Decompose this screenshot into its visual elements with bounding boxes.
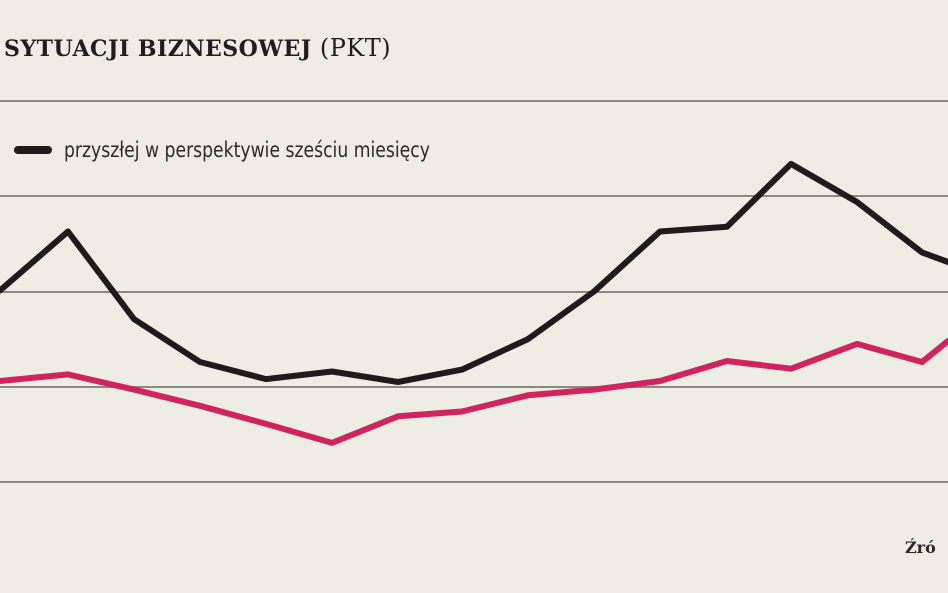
legend-swatch-future: [14, 146, 52, 154]
legend: przyszłej w perspektywie sześciu miesięc…: [14, 138, 510, 162]
chart-title-main: SYTUACJI BIZNESOWEJ: [4, 36, 312, 62]
series-line-current: [0, 338, 948, 446]
series-line-future: [0, 160, 948, 385]
chart-title: SYTUACJI BIZNESOWEJ (PKT): [4, 34, 391, 62]
source-label: Źró: [905, 538, 936, 557]
gridlines: [0, 100, 948, 483]
legend-label-future: przyszłej w perspektywie sześciu miesięc…: [64, 138, 430, 162]
chart-title-unit: (PKT): [319, 34, 392, 62]
